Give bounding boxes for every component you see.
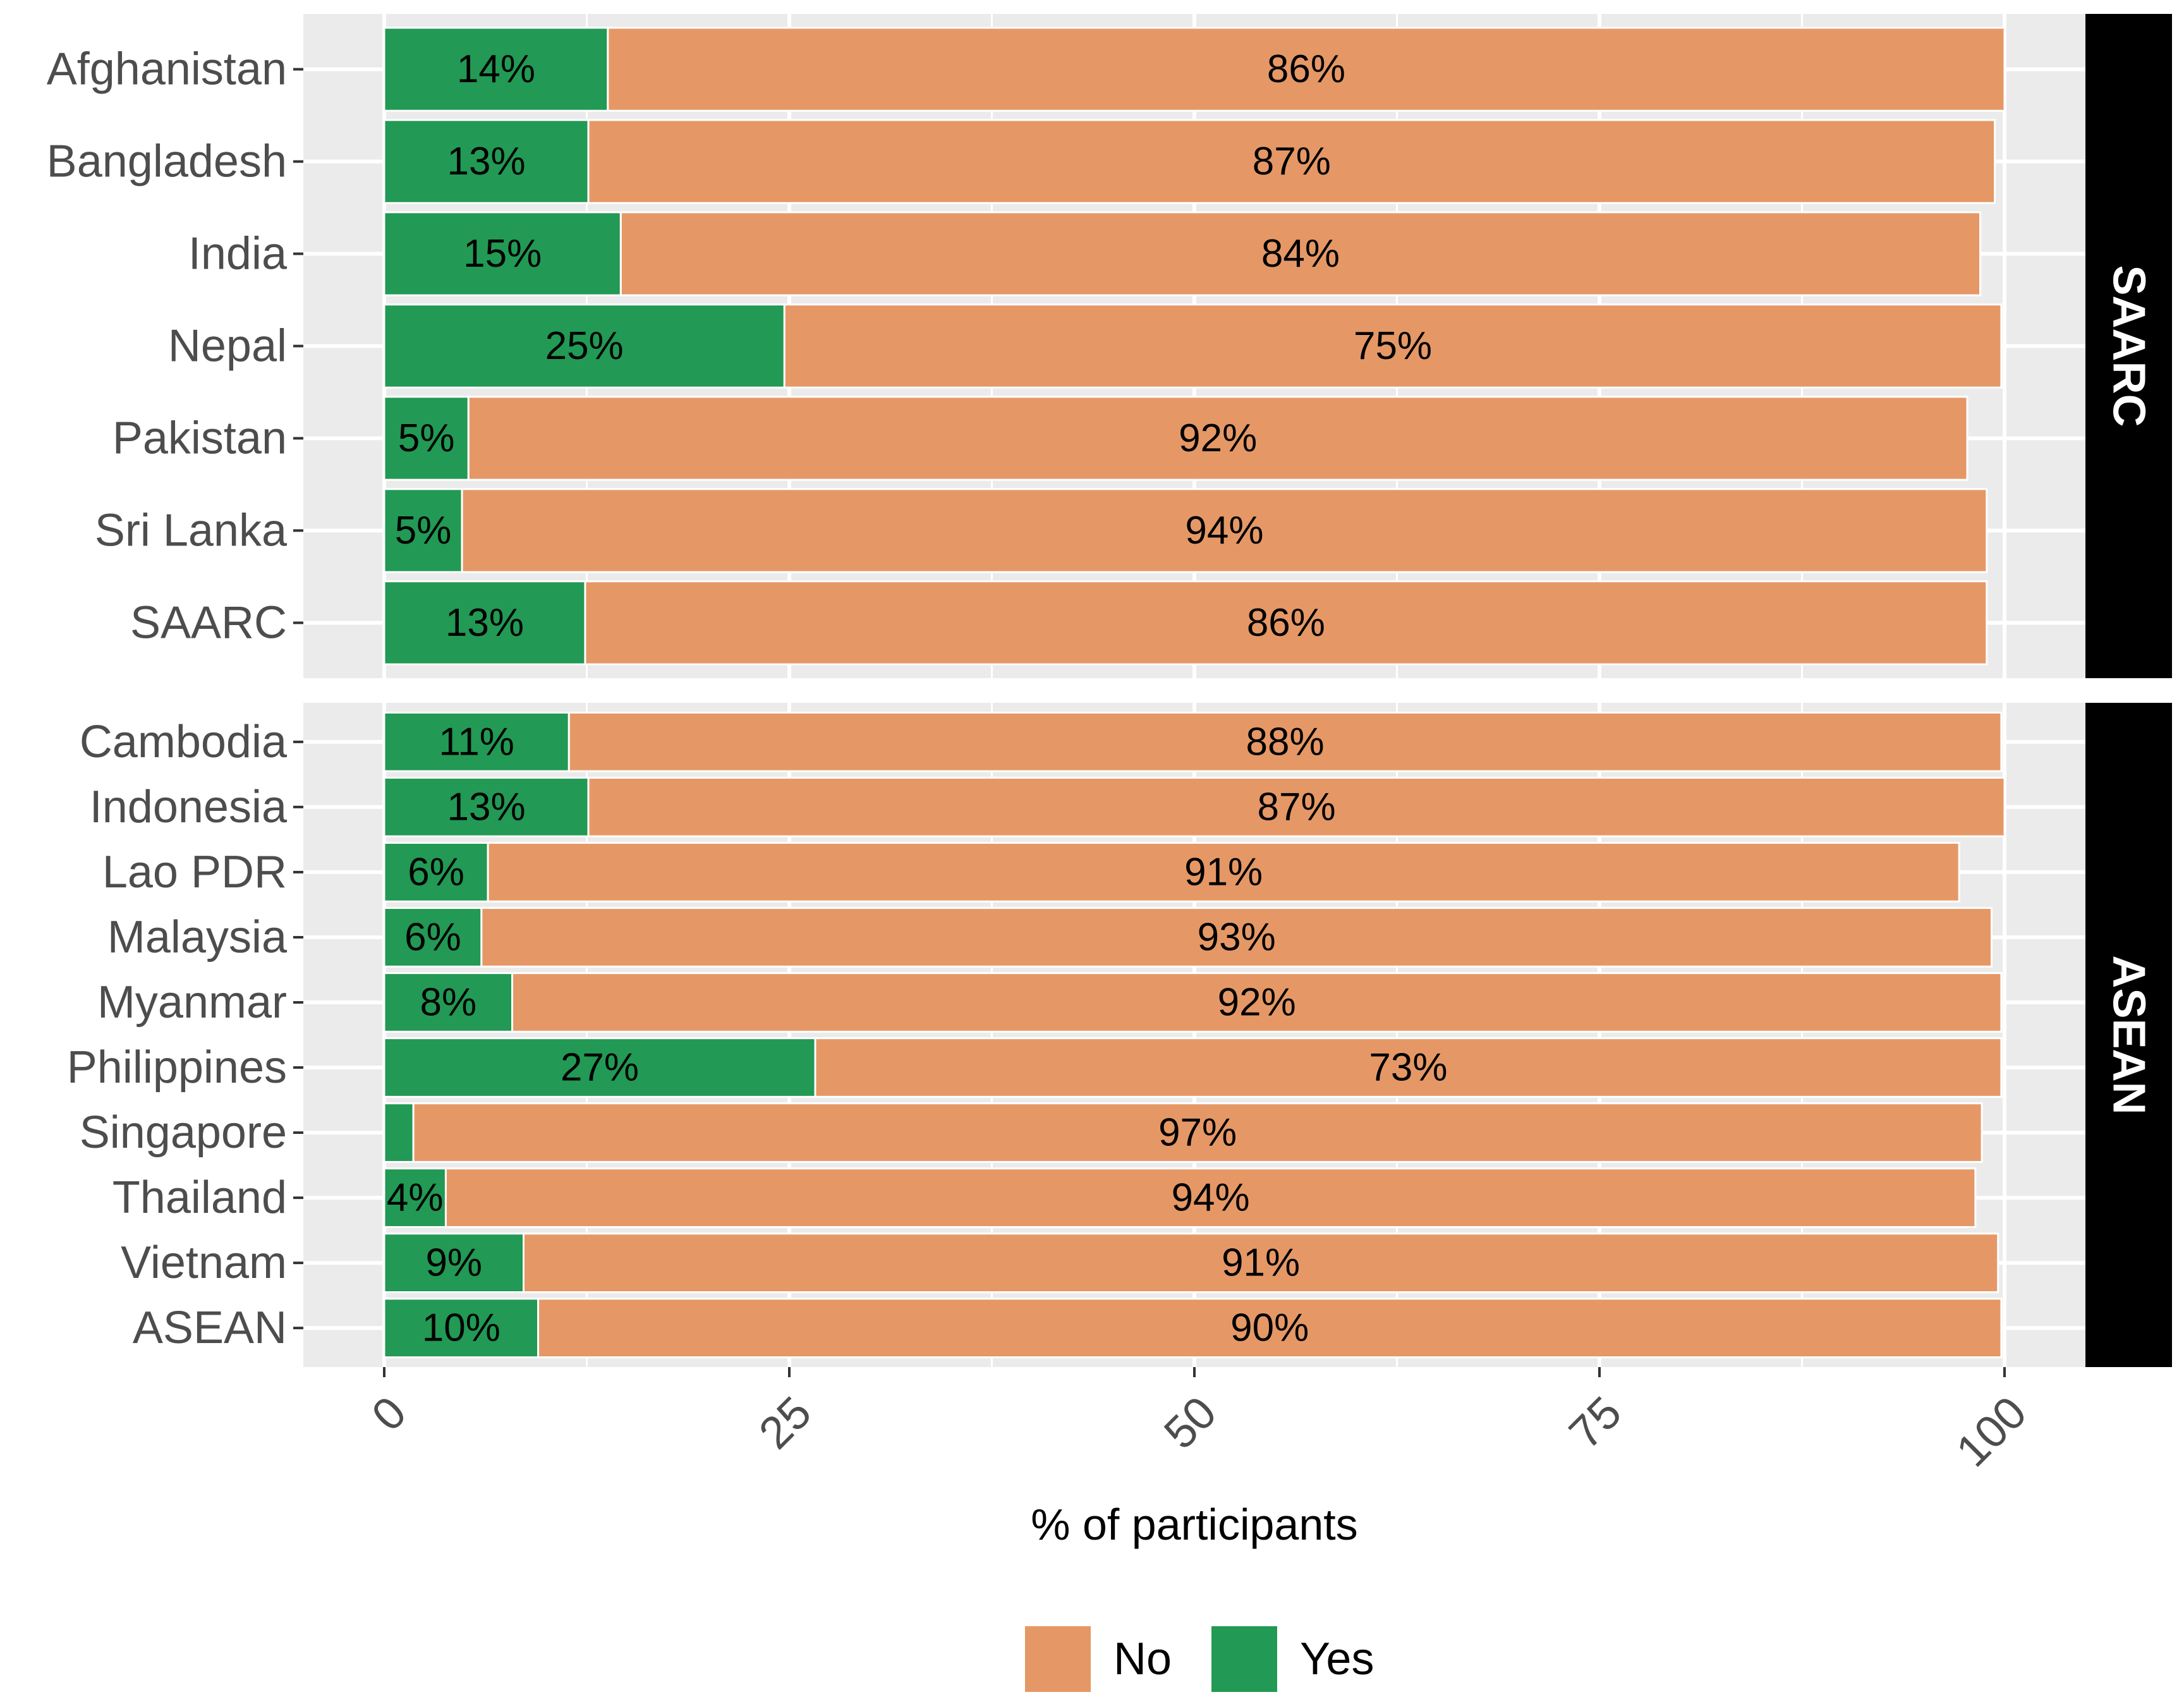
facet-strip-saarc — [2085, 14, 2172, 678]
bar-yes-indonesia — [383, 776, 590, 837]
x-axis-title: % of participants — [1031, 1500, 1357, 1549]
bar-no-asean — [537, 1298, 2003, 1359]
bar-yes-bangladesh — [383, 119, 590, 204]
data-label-yes-asean: 10% — [422, 1306, 500, 1350]
bar-no-philippines — [814, 1037, 2003, 1098]
y-tick-label-indonesia: Indonesia — [90, 782, 288, 832]
bar-yes-afghanistan — [383, 27, 609, 112]
x-tick-label-25: 25 — [749, 1387, 821, 1459]
bar-no-india — [619, 211, 1982, 296]
x-tick-label-100: 100 — [1947, 1387, 2037, 1477]
facet-strip-label-asean: ASEAN — [2104, 955, 2154, 1114]
bar-yes-lao-pdr — [383, 842, 489, 903]
bar-yes-cambodia — [383, 711, 570, 772]
data-label-yes-myanmar: 8% — [420, 980, 476, 1024]
data-label-no-pakistan: 92% — [1179, 417, 1257, 460]
y-tick-label-pakistan: Pakistan — [112, 413, 287, 463]
bar-no-malaysia — [480, 907, 1993, 968]
bar-yes-myanmar — [383, 972, 514, 1033]
y-tick-label-lao-pdr: Lao PDR — [102, 847, 287, 897]
data-label-yes-bangladesh: 13% — [447, 140, 525, 183]
data-label-no-bangladesh: 87% — [1253, 140, 1331, 183]
bar-yes-malaysia — [383, 907, 483, 968]
data-label-no-myanmar: 92% — [1218, 980, 1296, 1024]
data-label-no-thailand: 94% — [1172, 1176, 1250, 1220]
bar-no-vietnam — [523, 1232, 1999, 1294]
data-label-no-vietnam: 91% — [1222, 1241, 1300, 1285]
bar-no-nepal — [783, 303, 2003, 389]
legend-key-yes — [1209, 1624, 1280, 1694]
x-tick-label-0: 0 — [362, 1387, 416, 1441]
data-label-yes-indonesia: 13% — [447, 785, 525, 829]
data-label-no-indonesia: 87% — [1257, 785, 1335, 829]
data-label-no-sri-lanka: 94% — [1185, 509, 1263, 552]
data-label-no-cambodia: 88% — [1246, 720, 1325, 763]
data-label-yes-philippines: 27% — [561, 1046, 639, 1090]
data-label-no-afghanistan: 86% — [1267, 47, 1345, 91]
bar-no-saarc — [584, 580, 1988, 666]
y-tick-label-vietnam: Vietnam — [121, 1238, 287, 1288]
legend-label-no: No — [1113, 1634, 1172, 1684]
y-tick-label-afghanistan: Afghanistan — [47, 44, 287, 95]
data-label-no-singapore: 97% — [1158, 1111, 1237, 1155]
y-tick-label-cambodia: Cambodia — [80, 717, 288, 767]
data-label-yes-india: 15% — [463, 232, 542, 276]
data-label-yes-vietnam: 9% — [425, 1241, 482, 1285]
bar-yes-nepal — [383, 303, 786, 389]
y-tick-label-singapore: Singapore — [80, 1107, 287, 1158]
data-label-yes-malaysia: 6% — [404, 915, 461, 959]
y-tick-label-bangladesh: Bangladesh — [47, 137, 287, 187]
bar-no-afghanistan — [607, 27, 2006, 112]
y-tick-label-nepal: Nepal — [168, 321, 287, 372]
data-label-yes-sri-lanka: 5% — [395, 509, 452, 552]
bar-yes-vietnam — [383, 1232, 525, 1294]
facet-strip-label-saarc: SAARC — [2104, 265, 2154, 427]
bar-no-bangladesh — [587, 119, 1996, 204]
bar-yes-sri-lanka — [383, 488, 463, 573]
bar-yes-saarc — [383, 580, 586, 666]
x-tick-label-50: 50 — [1155, 1387, 1226, 1459]
y-tick-label-asean: ASEAN — [133, 1303, 287, 1353]
bar-no-myanmar — [511, 972, 2003, 1033]
data-label-yes-afghanistan: 14% — [457, 47, 535, 91]
bar-no-sri-lanka — [461, 488, 1988, 573]
bar-yes-singapore — [383, 1102, 415, 1163]
data-label-yes-thailand: 4% — [387, 1176, 444, 1220]
data-label-yes-pakistan: 5% — [398, 417, 455, 460]
data-label-no-philippines: 73% — [1369, 1046, 1447, 1090]
data-label-no-lao-pdr: 91% — [1184, 850, 1263, 894]
y-tick-label-saarc: SAARC — [130, 597, 287, 648]
bar-yes-philippines — [383, 1037, 816, 1098]
facet-strip-asean — [2085, 703, 2172, 1367]
y-tick-label-philippines: Philippines — [67, 1042, 287, 1093]
bar-no-singapore — [412, 1102, 1983, 1163]
y-tick-label-malaysia: Malaysia — [107, 912, 288, 963]
legend-label-yes: Yes — [1300, 1634, 1374, 1684]
data-label-no-india: 84% — [1261, 232, 1340, 276]
data-label-no-nepal: 75% — [1354, 324, 1432, 368]
bar-yes-asean — [383, 1298, 540, 1359]
data-label-yes-cambodia: 11% — [439, 720, 514, 763]
y-tick-label-myanmar: Myanmar — [97, 977, 287, 1028]
data-label-no-asean: 90% — [1230, 1306, 1309, 1350]
data-label-yes-saarc: 13% — [446, 601, 524, 645]
y-tick-label-india: India — [188, 229, 288, 279]
bar-no-pakistan — [467, 396, 1969, 481]
data-label-no-saarc: 86% — [1247, 601, 1325, 645]
bar-yes-pakistan — [383, 396, 470, 481]
bar-no-cambodia — [567, 711, 2003, 772]
y-tick-label-thailand: Thailand — [112, 1172, 287, 1223]
bar-no-thailand — [444, 1167, 1977, 1228]
y-tick-label-sri-lanka: Sri Lanka — [95, 505, 288, 556]
bar-no-lao-pdr — [487, 842, 1960, 903]
data-label-no-malaysia: 93% — [1198, 915, 1276, 959]
x-tick-label-75: 75 — [1560, 1387, 1631, 1459]
data-label-yes-lao-pdr: 6% — [408, 850, 464, 894]
legend-key-no — [1022, 1624, 1093, 1694]
data-label-yes-nepal: 25% — [545, 324, 624, 368]
bar-no-indonesia — [587, 776, 2006, 837]
